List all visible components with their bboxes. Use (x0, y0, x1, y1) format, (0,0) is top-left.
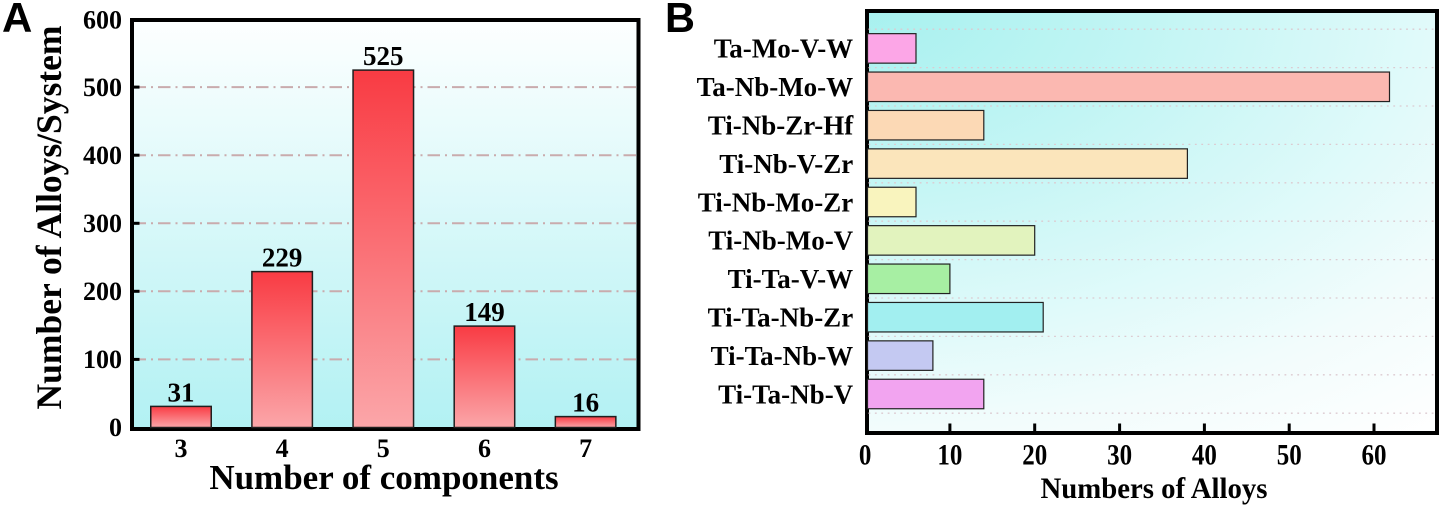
svg-text:50: 50 (1277, 439, 1302, 472)
svg-text:Ti-Nb-Mo-Zr: Ti-Nb-Mo-Zr (698, 187, 854, 217)
svg-text:525: 525 (363, 41, 404, 71)
svg-text:Number of components: Number of components (209, 458, 558, 497)
svg-text:Ti-Ta-Nb-W: Ti-Ta-Nb-W (711, 341, 854, 371)
svg-text:Ti-Ta-Nb-V: Ti-Ta-Nb-V (718, 379, 854, 409)
svg-text:6: 6 (478, 434, 491, 463)
svg-text:20: 20 (1022, 439, 1047, 472)
svg-text:Ti-Ta-Nb-Zr: Ti-Ta-Nb-Zr (708, 303, 854, 333)
svg-text:Ta-Nb-Mo-W: Ta-Nb-Mo-W (697, 72, 854, 102)
svg-text:Ti-Nb-Mo-V: Ti-Nb-Mo-V (708, 226, 853, 256)
svg-text:200: 200 (83, 277, 122, 306)
svg-text:5: 5 (377, 434, 390, 463)
svg-text:Ti-Nb-V-Zr: Ti-Nb-V-Zr (719, 149, 853, 179)
svg-text:Numbers of Alloys: Numbers of Alloys (1041, 473, 1268, 505)
svg-text:300: 300 (83, 209, 122, 238)
svg-text:149: 149 (464, 297, 505, 327)
svg-text:4: 4 (276, 434, 289, 463)
svg-text:A: A (2, 0, 32, 41)
svg-text:0: 0 (859, 439, 872, 472)
svg-text:600: 600 (83, 6, 122, 35)
svg-text:B: B (665, 0, 695, 41)
svg-text:Ti-Nb-Zr-Hf: Ti-Nb-Zr-Hf (708, 111, 855, 141)
svg-text:40: 40 (1192, 439, 1217, 472)
svg-text:0: 0 (109, 413, 122, 442)
svg-text:31: 31 (168, 377, 195, 407)
svg-text:100: 100 (83, 345, 122, 374)
svg-text:Number of Alloys/System: Number of Alloys/System (29, 26, 69, 410)
svg-text:229: 229 (262, 243, 303, 273)
svg-text:30: 30 (1107, 439, 1132, 472)
svg-text:Ti-Ta-V-W: Ti-Ta-V-W (728, 264, 854, 294)
svg-text:3: 3 (175, 434, 188, 463)
svg-text:10: 10 (937, 439, 962, 472)
svg-text:500: 500 (83, 73, 122, 102)
svg-text:60: 60 (1362, 439, 1387, 472)
svg-text:16: 16 (572, 388, 599, 418)
svg-text:7: 7 (579, 434, 592, 463)
svg-text:400: 400 (83, 141, 122, 170)
svg-text:Ta-Mo-V-W: Ta-Mo-V-W (714, 34, 853, 64)
